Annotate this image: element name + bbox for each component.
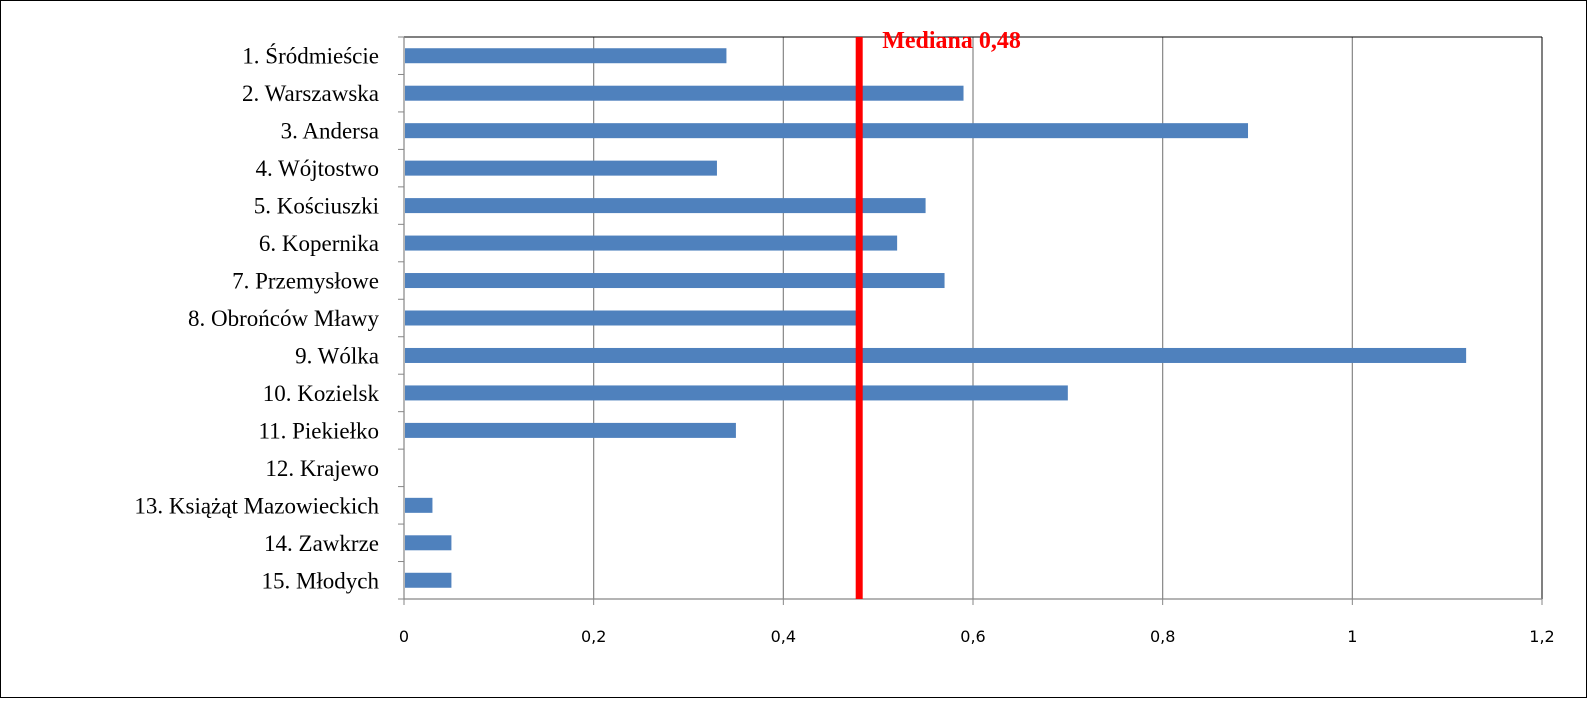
bar xyxy=(405,535,452,551)
x-tick-label: 0,6 xyxy=(960,627,985,646)
axes xyxy=(398,36,1543,605)
category-label: 11. Piekiełko xyxy=(258,418,379,443)
category-label: 2. Warszawska xyxy=(242,81,379,106)
bars xyxy=(405,48,1467,588)
category-label: 7. Przemysłowe xyxy=(232,269,379,294)
bar xyxy=(405,422,736,438)
category-label: 14. Zawkrze xyxy=(264,531,379,556)
category-labels: 1. Śródmieście 2. Warszawska 3. Andersa 4. … xyxy=(134,43,379,594)
category-label: 9. Wólka xyxy=(295,343,379,368)
category-label: 15. Młodych xyxy=(261,568,379,593)
tick-labels: 0 0,2 0,4 0,6 0,8 1 1,2 xyxy=(399,627,1555,646)
bar xyxy=(405,160,717,176)
bar xyxy=(405,347,1467,363)
median-marker: Mediana 0,48 xyxy=(855,28,1021,599)
category-label: 3. Andersa xyxy=(281,119,379,144)
x-tick-label: 0 xyxy=(399,627,409,646)
bar xyxy=(405,235,898,251)
bar xyxy=(405,198,926,214)
category-label: 4. Wójtostwo xyxy=(255,156,379,181)
x-tick-label: 0,2 xyxy=(581,627,606,646)
median-label: Mediana 0,48 xyxy=(882,28,1021,54)
x-tick-label: 1 xyxy=(1347,627,1357,646)
bar xyxy=(405,310,860,326)
bar xyxy=(405,48,727,64)
x-tick-label: 0,4 xyxy=(771,627,796,646)
category-label: 1. Śródmieście xyxy=(242,43,379,69)
category-label: 5. Kościuszki xyxy=(254,194,379,219)
bar xyxy=(405,85,964,101)
x-tick-label: 1,2 xyxy=(1529,627,1554,646)
category-label: 8. Obrońców Mławy xyxy=(188,306,379,331)
category-label: 10. Kozielsk xyxy=(263,381,380,406)
category-label: 12. Krajewo xyxy=(265,456,379,481)
bar xyxy=(405,385,1068,401)
category-label: 6. Kopernika xyxy=(259,231,379,256)
bar xyxy=(405,123,1249,139)
category-label: 13. Książąt Mazowieckich xyxy=(134,493,379,518)
x-tick-label: 0,8 xyxy=(1150,627,1175,646)
bar xyxy=(405,497,433,513)
bar xyxy=(405,572,452,588)
bar xyxy=(405,273,945,289)
